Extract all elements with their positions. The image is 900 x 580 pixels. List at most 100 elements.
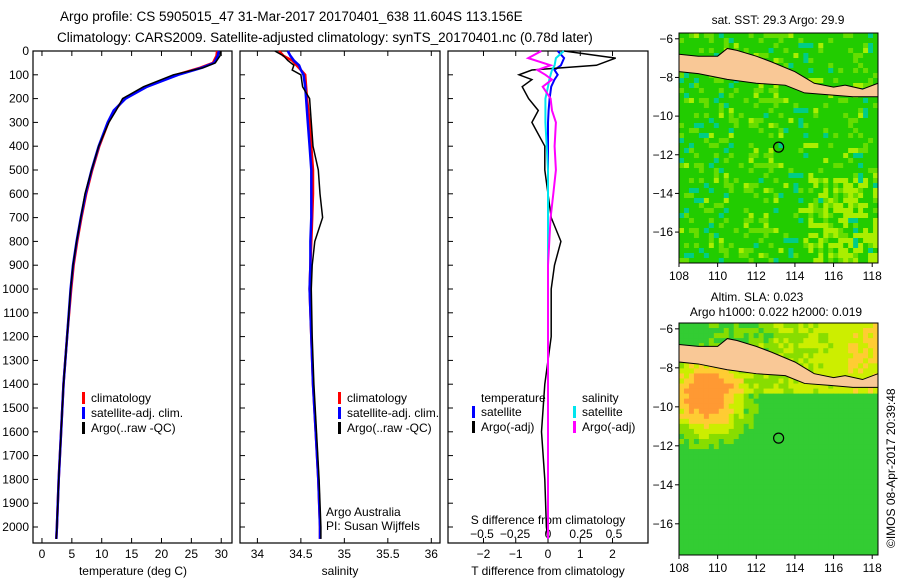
map-cell [718,98,725,104]
map-cell [778,58,784,64]
map-cell [688,439,695,445]
map-cell [788,248,794,254]
map-cell [813,208,819,214]
map-cell [728,213,735,219]
map-cell [713,433,720,440]
map-cell [803,183,809,189]
map-cell [718,33,725,39]
map-cell [813,328,819,334]
map-cell [833,198,839,204]
map-cell [708,128,715,134]
map-cell [833,123,839,129]
map-cell [793,348,799,354]
map-cell [843,534,849,541]
map-cell [758,93,765,99]
map-cell [813,423,819,430]
map-cell [838,539,844,546]
map-cell [748,238,755,244]
map-cell [773,454,779,460]
map-cell [853,33,859,39]
map-cell [738,258,745,264]
map-cell [808,489,814,495]
map-cell [833,228,839,234]
map-cell [758,218,765,224]
map-cell [858,183,864,189]
map-cell [833,464,839,470]
map-cell [848,63,854,69]
map-cell [753,33,760,39]
map-cell [768,53,775,59]
map-cell [733,213,740,219]
map-cell [748,383,755,390]
map-cell [733,148,740,154]
map-cell [718,393,725,400]
map-cell [833,539,839,546]
map-cell [783,248,789,254]
map-cell [813,238,819,244]
map-cell [853,173,859,179]
map-cell [718,228,725,234]
map-cell [798,98,804,104]
map-cell [848,474,854,480]
map-cell [679,383,685,390]
map-cell [828,58,834,64]
map-cell [733,398,740,405]
map-cell [848,223,854,229]
map-cell [698,489,705,495]
map-cell [763,428,770,435]
map-cell [813,549,819,556]
map-cell [863,338,869,344]
map-cell [813,148,819,154]
map-cell [843,449,849,455]
map-cell [773,348,779,354]
map-cell [679,393,685,400]
map-cell [768,323,775,329]
map-cell [698,123,705,129]
map-cell [683,449,690,455]
map-cell [718,444,725,450]
map-cell [793,63,799,69]
map-cell [748,113,755,119]
map-cell [798,43,804,49]
map-cell [708,238,715,244]
map-cell [873,158,879,164]
map-cell [843,494,849,501]
map-cell [868,233,874,239]
map-cell [838,198,844,204]
map-cell [868,489,874,495]
map-cell [843,158,849,164]
map-cell [858,138,864,144]
salinity-axis-tick-label: 36 [425,547,439,561]
map-cell [808,444,814,450]
map-cell [708,408,715,415]
map-cell [833,118,839,124]
map-cell [788,544,794,551]
map-cell [873,509,879,516]
map-cell [703,108,710,114]
map-cell [693,418,700,425]
map-cell [868,203,874,209]
map-cell [828,98,834,104]
s-difference-tick-label: 0.5 [606,527,623,541]
map-cell [843,138,849,144]
map-cell [858,323,864,329]
map-cell [803,143,809,149]
map-cell [823,479,829,485]
map-cell [713,258,720,264]
map-cell [728,78,735,84]
map-cell [803,408,809,415]
map-cell [679,38,685,44]
map-cell [818,459,824,465]
map-cell [708,138,715,144]
map-cell [768,43,775,49]
map-cell [693,534,700,541]
map-cell [738,529,745,536]
map-cell [783,198,789,204]
map-cell [698,158,705,164]
map-cell [679,444,685,450]
map-cell [788,238,794,244]
map-cell [753,494,760,501]
map-cell [763,378,770,385]
map-cell [748,88,755,94]
map-cell [813,73,819,79]
